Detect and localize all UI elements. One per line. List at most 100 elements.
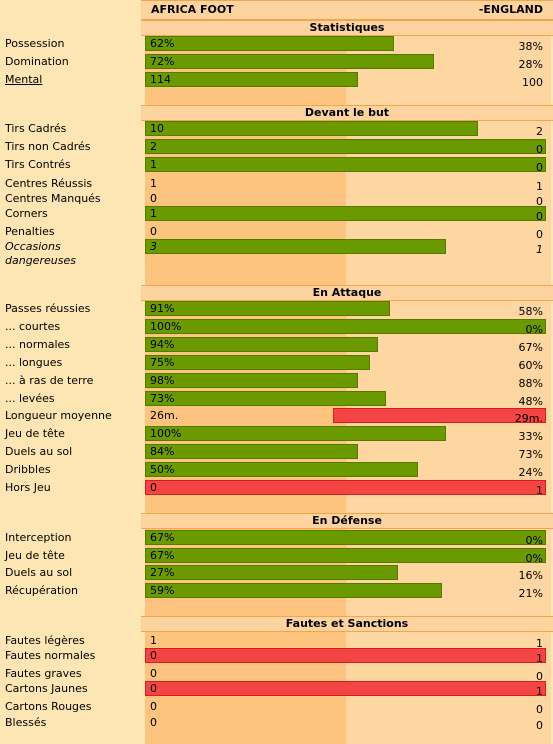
- home-bar: [145, 530, 546, 545]
- home-value: 98%: [150, 374, 175, 387]
- stat-label: Centres Réussis: [5, 177, 93, 190]
- stat-label: Centres Manqués: [5, 192, 101, 205]
- stat-label: Passes réussies: [5, 302, 91, 315]
- away-value: 0: [536, 210, 543, 223]
- away-value: 0: [536, 195, 543, 208]
- home-value: 3: [150, 240, 157, 253]
- away-value: 16%: [518, 569, 543, 582]
- away-value: 0%: [525, 534, 543, 547]
- away-value: 100: [522, 76, 543, 89]
- home-value: 1: [150, 207, 157, 220]
- away-value: 0: [536, 161, 543, 174]
- home-bar: [145, 337, 378, 352]
- home-value: 2: [150, 140, 157, 153]
- stat-label: ... à ras de terre: [5, 374, 94, 387]
- stat-label: Dribbles: [5, 463, 51, 476]
- home-value: 114: [150, 73, 171, 86]
- row-fautes-normales: Fautes normales 0 1: [0, 648, 553, 665]
- stat-label: Fautes graves: [5, 667, 82, 680]
- stat-label: Occasions dangereuses: [5, 240, 76, 267]
- home-value: 10: [150, 122, 164, 135]
- stat-label: Jeu de tête: [5, 549, 65, 562]
- row-possession: Possession 62% 38%: [0, 36, 553, 53]
- away-value: 88%: [518, 377, 543, 390]
- home-bar: [145, 72, 358, 87]
- home-bar: [145, 373, 358, 388]
- away-value: 1: [536, 685, 543, 698]
- row-fautes-legeres: Fautes légères 1 1: [0, 633, 553, 650]
- away-value: 28%: [518, 58, 543, 71]
- section-statistiques: Statistiques: [141, 20, 553, 36]
- stat-label: Tirs Cadrés: [5, 122, 67, 135]
- home-bar: [145, 239, 446, 254]
- row-domination: Domination 72% 28%: [0, 54, 553, 71]
- away-value: 29m.: [514, 412, 543, 425]
- row-passes-ras: ... à ras de terre 98% 88%: [0, 373, 553, 390]
- row-passes-normales: ... normales 94% 67%: [0, 337, 553, 354]
- home-bar: [145, 157, 546, 172]
- home-bar: [145, 548, 546, 563]
- home-value: 100%: [150, 320, 182, 333]
- home-value: 62%: [150, 37, 175, 50]
- home-bar: [145, 206, 546, 221]
- home-bar: [145, 54, 434, 69]
- home-value: 1: [150, 177, 157, 190]
- home-value: 26m.: [150, 409, 179, 422]
- away-value: 1: [536, 652, 543, 665]
- stat-label: Fautes légères: [5, 634, 85, 647]
- away-bar: [145, 648, 546, 663]
- stat-label: Récupération: [5, 584, 79, 597]
- home-bar: [145, 391, 386, 406]
- home-value: 100%: [150, 427, 182, 440]
- away-value: 0%: [525, 552, 543, 565]
- row-passes-levees: ... levées 73% 48%: [0, 391, 553, 408]
- stat-label: ... longues: [5, 356, 63, 369]
- home-value: 67%: [150, 549, 175, 562]
- stat-label: Penalties: [5, 225, 55, 238]
- away-value: 0: [536, 228, 543, 241]
- row-jeu-de-tete-def: Jeu de tête 67% 0%: [0, 548, 553, 565]
- stat-label: Possession: [5, 37, 65, 50]
- stat-label: Corners: [5, 207, 48, 220]
- row-fautes-graves: Fautes graves 0 0: [0, 666, 553, 683]
- section-en-attaque: En Attaque: [141, 285, 553, 301]
- stat-label: Cartons Jaunes: [5, 682, 88, 695]
- home-bar: [145, 426, 446, 441]
- section-fautes-sanctions: Fautes et Sanctions: [141, 616, 553, 632]
- away-bar: [145, 480, 546, 495]
- home-bar: [145, 301, 390, 316]
- section-en-defense: En Défense: [141, 513, 553, 529]
- stat-label[interactable]: Mental: [5, 73, 43, 86]
- home-bar: [145, 319, 546, 334]
- row-mental: Mental 114 100: [0, 72, 553, 89]
- home-value: 50%: [150, 463, 175, 476]
- home-bar: [145, 462, 418, 477]
- stat-label: Cartons Rouges: [5, 700, 92, 713]
- stat-label: Domination: [5, 55, 69, 68]
- away-value: 0: [536, 719, 543, 732]
- stat-label: ... levées: [5, 392, 55, 405]
- stat-label: Jeu de tête: [5, 427, 65, 440]
- home-value: 0: [150, 225, 157, 238]
- stat-label: Fautes normales: [5, 649, 96, 662]
- row-centres-manques: Centres Manqués 0 0: [0, 191, 553, 208]
- row-interception: Interception 67% 0%: [0, 530, 553, 547]
- home-bar: [145, 36, 394, 51]
- row-duels-sol-def: Duels au sol 27% 16%: [0, 565, 553, 582]
- away-value: 0: [536, 670, 543, 683]
- away-value: 48%: [518, 395, 543, 408]
- row-tirs-cadres: Tirs Cadrés 10 2: [0, 121, 553, 138]
- away-value: 1: [536, 243, 543, 256]
- row-hors-jeu: Hors Jeu 0 1: [0, 480, 553, 497]
- home-value: 67%: [150, 531, 175, 544]
- stat-label: Hors Jeu: [5, 481, 51, 494]
- row-recuperation: Récupération 59% 21%: [0, 583, 553, 600]
- home-team-name[interactable]: AFRICA FOOT: [151, 3, 234, 16]
- home-value: 84%: [150, 445, 175, 458]
- away-value: 58%: [518, 305, 543, 318]
- home-value: 75%: [150, 356, 175, 369]
- row-blesses: Blessés 0 0: [0, 715, 553, 732]
- away-team-name[interactable]: -ENGLAND: [478, 3, 543, 16]
- away-value: 67%: [518, 341, 543, 354]
- stat-label: Interception: [5, 531, 72, 544]
